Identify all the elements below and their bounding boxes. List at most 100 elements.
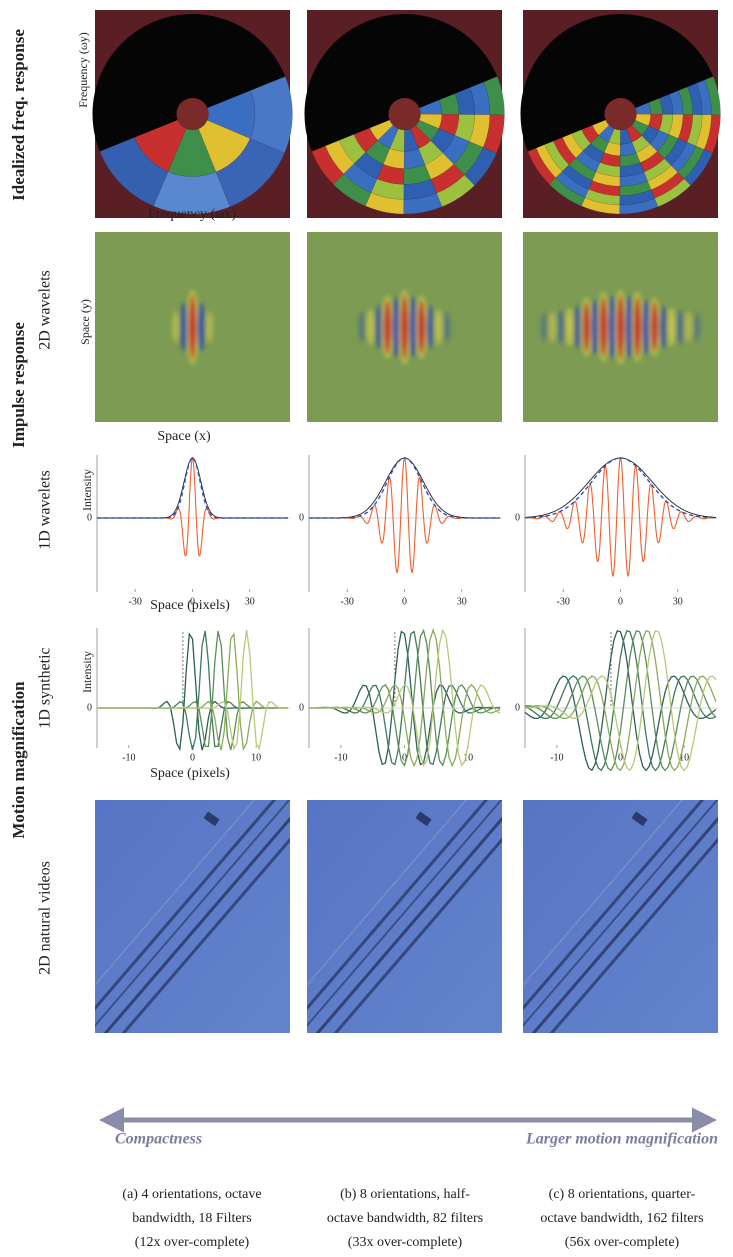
- wavelet-stripe: [557, 309, 565, 345]
- x-tick-label: 10: [251, 752, 261, 763]
- wavelet-stripe: [434, 308, 443, 346]
- caption: (56x over-complete): [565, 1235, 680, 1250]
- vessel-edge: [523, 800, 684, 987]
- caption: (a) 4 orientations, octave: [122, 1187, 261, 1202]
- y-tick-label: 0: [299, 512, 304, 523]
- y-tick-label: 0: [515, 702, 520, 713]
- synthetic-curve: [524, 629, 717, 772]
- synthetic-curve: [97, 630, 288, 751]
- freq-cell: [99, 137, 169, 207]
- sub-label: 2D natural videos: [37, 861, 54, 975]
- x-tick-label: 0: [618, 596, 623, 607]
- synthetic-curve: [97, 629, 289, 751]
- x-tick-label: 10: [463, 752, 473, 763]
- wavelet-stripe: [197, 302, 205, 352]
- wavelet-stripes: [540, 290, 701, 364]
- wavelet-stripe: [375, 304, 383, 350]
- envelope-dashed: [309, 457, 500, 519]
- x-tick-label: 30: [457, 596, 467, 607]
- wavelet-halo: [186, 290, 199, 364]
- vessel-band: [203, 811, 220, 827]
- synthetic-curve: [524, 629, 717, 772]
- freq-dark-half: [92, 13, 286, 152]
- x-tick-label: -10: [122, 752, 135, 763]
- vessel-edge: [103, 816, 290, 1033]
- caption: (b) 8 orientations, half-: [340, 1187, 470, 1202]
- wavelet-halo: [648, 297, 661, 357]
- vessel-edge: [523, 800, 705, 1011]
- wavelet-stripe: [392, 296, 400, 358]
- wavelet-stripe: [616, 295, 625, 359]
- wavelet-halo: [597, 292, 610, 362]
- vessel-edge: [315, 816, 502, 1033]
- wavelet-halo: [381, 295, 394, 359]
- vessel-band: [415, 811, 432, 827]
- synthetic-curve: [309, 630, 501, 766]
- synthetic-curve: [97, 632, 288, 752]
- caption: (12x over-complete): [135, 1235, 250, 1250]
- synthetic-curve: [524, 629, 717, 772]
- row-label: Impulse response: [9, 322, 28, 448]
- wavelet-stripe: [400, 295, 409, 359]
- wavelet-stripe: [540, 312, 548, 342]
- envelope-dashed: [525, 457, 716, 519]
- freq-center: [388, 98, 421, 130]
- caption: (33x over-complete): [348, 1235, 463, 1250]
- axis-label: Space (pixels): [150, 598, 230, 613]
- wavelet-halo: [398, 290, 411, 364]
- row-label: Motion magnification: [9, 681, 28, 839]
- vessel-edge: [307, 800, 502, 1028]
- freq-cell: [619, 171, 648, 187]
- synthetic-curve: [97, 632, 288, 752]
- freq-dark-half: [520, 13, 714, 152]
- wavelet-stripe: [591, 299, 599, 355]
- wavelet-stripe: [426, 304, 434, 350]
- vessel-edge: [307, 800, 489, 1011]
- video-content: [307, 800, 502, 1033]
- video-frame: [523, 800, 718, 1033]
- arrow-right-label: Larger motion magnification: [525, 1131, 718, 1148]
- vessel-edge: [549, 837, 718, 1033]
- freq-cell: [249, 76, 293, 154]
- y-tick-label: 0: [87, 512, 92, 523]
- y-tick-label: 0: [87, 702, 92, 713]
- vessel-edge: [95, 800, 277, 1011]
- wavelet-stripe: [205, 311, 214, 343]
- x-tick-label: 30: [673, 596, 683, 607]
- axis-label: Intensity: [80, 469, 94, 511]
- freq-cell: [215, 138, 285, 208]
- x-tick-label: 0: [402, 752, 407, 763]
- wavelet-stripe: [366, 308, 375, 346]
- wavelet-stripe: [574, 305, 582, 349]
- x-tick-label: 0: [190, 596, 195, 607]
- wavelet-halo: [614, 290, 627, 364]
- caption: bandwidth, 18 Filters: [132, 1211, 251, 1226]
- vessel-edge: [307, 800, 468, 987]
- y-tick-label: 0: [515, 512, 520, 523]
- x-tick-label: 30: [245, 596, 255, 607]
- axis-label: Frequency (ωy): [76, 32, 90, 108]
- wavelet-curve: [525, 456, 716, 578]
- wavelet-stripes: [358, 290, 451, 364]
- wavelet-stripe: [188, 295, 197, 359]
- x-tick-label: 10: [679, 752, 689, 763]
- wavelet-stripe: [667, 307, 676, 347]
- y-tick-label: 0: [299, 702, 304, 713]
- video-content: [95, 800, 290, 1033]
- wavelet-stripe: [383, 300, 392, 354]
- vessel-edge: [333, 837, 502, 1033]
- wavelet-stripe: [633, 297, 642, 357]
- envelope: [525, 457, 716, 518]
- freq-center: [604, 98, 637, 130]
- video-frame: [95, 800, 290, 1033]
- wavelet-halo: [415, 295, 428, 359]
- wavelet-curve: [309, 456, 500, 574]
- wavelet-halo: [580, 297, 593, 357]
- wavelet-halo: [631, 292, 644, 362]
- caption: octave bandwidth, 162 filters: [540, 1211, 703, 1226]
- envelope-dashed: [97, 457, 288, 519]
- caption: octave bandwidth, 82 filters: [327, 1211, 483, 1226]
- x-tick-label: -10: [334, 752, 347, 763]
- row-label: Idealized freq. response: [9, 29, 28, 201]
- sub-label: 2D wavelets: [37, 270, 54, 350]
